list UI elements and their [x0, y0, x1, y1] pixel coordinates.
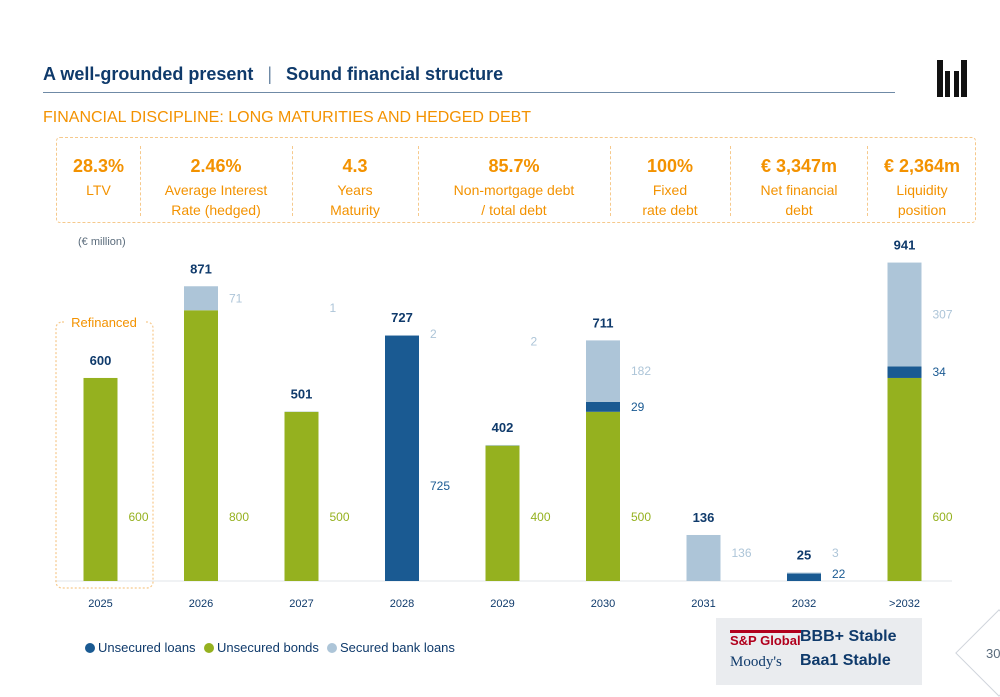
- bar-segment-secured-bank-loans: [184, 286, 218, 310]
- segment-value-label: 800: [229, 510, 249, 524]
- bar-segment-unsecured-bonds: [586, 412, 620, 581]
- bar-segment-unsecured-bonds: [888, 378, 922, 581]
- bar-total-label: 727: [391, 310, 413, 325]
- bar-total-label: 402: [492, 420, 514, 435]
- x-tick-label: 2027: [289, 598, 313, 610]
- legend-dot-icon: [85, 643, 95, 653]
- bar-segment-unsecured-loans: [385, 336, 419, 581]
- sp-rating: BBB+ Stable: [800, 628, 896, 646]
- bar-segment-secured-bank-loans: [385, 335, 419, 336]
- bar-total-label: 600: [90, 353, 112, 368]
- bar-segment-unsecured-loans: [586, 402, 620, 412]
- bar-segment-unsecured-bonds: [84, 378, 118, 581]
- segment-value-label: 600: [129, 510, 149, 524]
- segment-value-label: 400: [531, 510, 551, 524]
- bar-total-label: 25: [797, 548, 811, 563]
- legend-dot-icon: [327, 643, 337, 653]
- bar-segment-secured-bank-loans: [486, 445, 520, 446]
- bar-total-label: 941: [894, 238, 916, 253]
- credit-ratings: S&P Global BBB+ Stable Moody's Baa1 Stab…: [716, 618, 922, 685]
- segment-value-label: 29: [631, 400, 645, 414]
- bar-segment-secured-bank-loans: [787, 573, 821, 574]
- segment-value-label: 307: [933, 308, 953, 322]
- segment-value-label: 3: [832, 546, 839, 560]
- segment-value-label: 136: [732, 546, 752, 560]
- bar-segment-unsecured-bonds: [285, 412, 319, 581]
- segment-value-label: 71: [229, 291, 243, 305]
- bar-segment-unsecured-loans: [888, 366, 922, 378]
- segment-value-label: 500: [631, 510, 651, 524]
- bar-segment-unsecured-loans: [787, 574, 821, 581]
- x-tick-label: 2028: [390, 598, 414, 610]
- bar-segment-unsecured-bonds: [486, 446, 520, 581]
- bar-total-label: 136: [693, 510, 715, 525]
- segment-value-label: 600: [933, 510, 953, 524]
- legend-unsecured-loans: Unsecured loans: [85, 640, 196, 655]
- bar-segment-secured-bank-loans: [687, 535, 721, 581]
- legend-secured-bank-loans: Secured bank loans: [327, 640, 455, 655]
- legend-unsecured-bonds: Unsecured bonds: [204, 640, 319, 655]
- segment-value-label: 500: [330, 510, 350, 524]
- x-tick-label: 2031: [691, 598, 715, 610]
- x-tick-label: 2025: [88, 598, 112, 610]
- bar-total-label: 501: [291, 386, 313, 401]
- moodys-rating: Baa1 Stable: [800, 652, 891, 670]
- bar-total-label: 871: [190, 261, 212, 276]
- legend-dot-icon: [204, 643, 214, 653]
- bar-total-label: 711: [593, 315, 614, 330]
- bar-segment-secured-bank-loans: [586, 340, 620, 402]
- segment-value-label: 22: [832, 567, 846, 581]
- x-tick-label: 2026: [189, 598, 213, 610]
- segment-value-label: 2: [531, 335, 538, 349]
- segment-value-label: 725: [430, 479, 450, 493]
- bar-segment-unsecured-bonds: [184, 310, 218, 581]
- moodys-logo: Moody's: [730, 654, 782, 671]
- x-tick-label: 2032: [792, 598, 816, 610]
- x-tick-label: 2030: [591, 598, 615, 610]
- segment-value-label: 182: [631, 364, 651, 378]
- x-tick-label: >2032: [889, 598, 920, 610]
- bar-segment-secured-bank-loans: [888, 263, 922, 367]
- page-number: 30: [986, 646, 1000, 661]
- x-tick-label: 2029: [490, 598, 514, 610]
- segment-value-label: 34: [933, 365, 947, 379]
- segment-value-label: 2: [430, 327, 437, 341]
- sp-global-logo: S&P Global: [730, 630, 801, 648]
- refinanced-annotation: Refinanced: [71, 315, 137, 330]
- segment-value-label: 1: [330, 301, 337, 315]
